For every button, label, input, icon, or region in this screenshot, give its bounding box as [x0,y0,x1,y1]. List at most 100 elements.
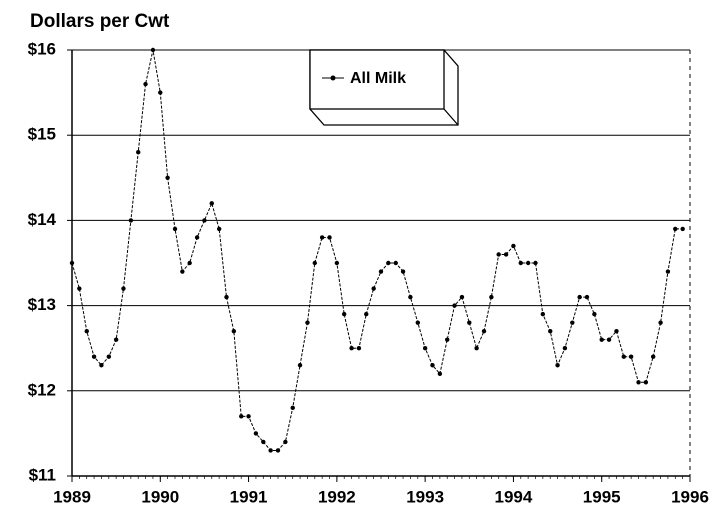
data-point [69,260,75,266]
data-point [400,269,406,274]
data-point [555,363,560,368]
data-point [437,371,443,376]
data-point [349,346,354,351]
legend-edge [443,108,459,126]
data-point [628,354,634,359]
data-point [91,354,97,359]
x-tick-label: 1991 [230,487,268,506]
data-point [599,337,604,342]
data-point [614,328,619,334]
data-point [187,260,192,266]
data-point [481,328,487,334]
x-tick-label: 1996 [671,487,709,506]
data-point [180,269,185,274]
data-point [319,235,325,240]
x-tick-label: 1992 [318,487,356,506]
data-point [364,311,369,317]
data-point [158,90,163,95]
chart-title: Dollars per Cwt [30,11,170,32]
data-point [643,380,649,385]
data-point [371,286,376,291]
data-point [305,320,310,325]
x-tick-label: 1989 [53,487,91,506]
data-point [231,328,237,334]
data-point [356,346,362,351]
data-point [84,328,89,334]
data-point [650,354,656,359]
data-point [511,243,516,249]
data-point [275,448,281,453]
data-point [106,354,112,359]
data-point [378,269,384,274]
data-point [216,226,222,232]
data-point [665,269,671,274]
data-point [606,337,612,342]
x-tick-label: 1993 [406,487,444,506]
data-point [209,201,214,206]
data-point [334,260,340,266]
data-point [268,448,273,453]
data-point [113,337,119,342]
data-point [430,363,435,368]
data-point [548,328,553,334]
data-point [172,226,178,232]
data-point [386,260,391,266]
data-point [202,218,207,223]
legend-marker [330,75,336,81]
data-point [393,260,398,266]
data-point [261,439,266,445]
data-point [621,354,626,359]
data-point [224,294,229,300]
x-tick-label: 1990 [141,487,179,506]
data-point [150,47,156,53]
data-point [136,150,141,155]
data-point [312,260,317,266]
data-point [570,320,575,325]
data-point [562,346,568,351]
data-point [467,320,472,325]
y-tick-label: $15 [28,125,56,144]
data-point [77,286,82,291]
data-point [533,260,538,266]
data-point [503,252,509,257]
data-point [577,294,582,300]
data-point [143,81,148,87]
data-point [408,294,413,300]
data-point [341,311,347,317]
data-point [445,337,450,342]
data-point [459,294,465,300]
data-point [636,380,641,385]
y-tick-label: $13 [28,295,56,314]
data-point [422,346,428,351]
legend-label: All Milk [350,70,406,87]
data-point [584,294,590,300]
data-point [239,414,244,419]
data-point [489,294,494,300]
data-point [246,414,251,419]
data-point [194,235,200,240]
data-point [121,286,126,291]
data-point [253,431,259,436]
x-tick-label: 1995 [583,487,621,506]
y-tick-label: $12 [28,380,56,399]
data-point [518,260,523,266]
data-point [327,235,332,240]
data-point [283,439,288,445]
data-point [496,252,501,257]
y-tick-label: $11 [29,465,56,484]
data-point [128,218,134,223]
data-point [474,346,479,351]
data-point [540,311,546,317]
data-point [452,303,457,308]
y-tick-label: $14 [28,210,57,229]
x-tick-label: 1994 [495,487,533,506]
data-point [658,320,663,325]
data-point [99,363,104,368]
data-point [415,320,421,325]
data-point [592,311,597,317]
legend: All Milk [309,49,459,126]
data-point [165,175,170,180]
y-tick-label: $16 [28,39,56,58]
data-point [673,226,678,232]
